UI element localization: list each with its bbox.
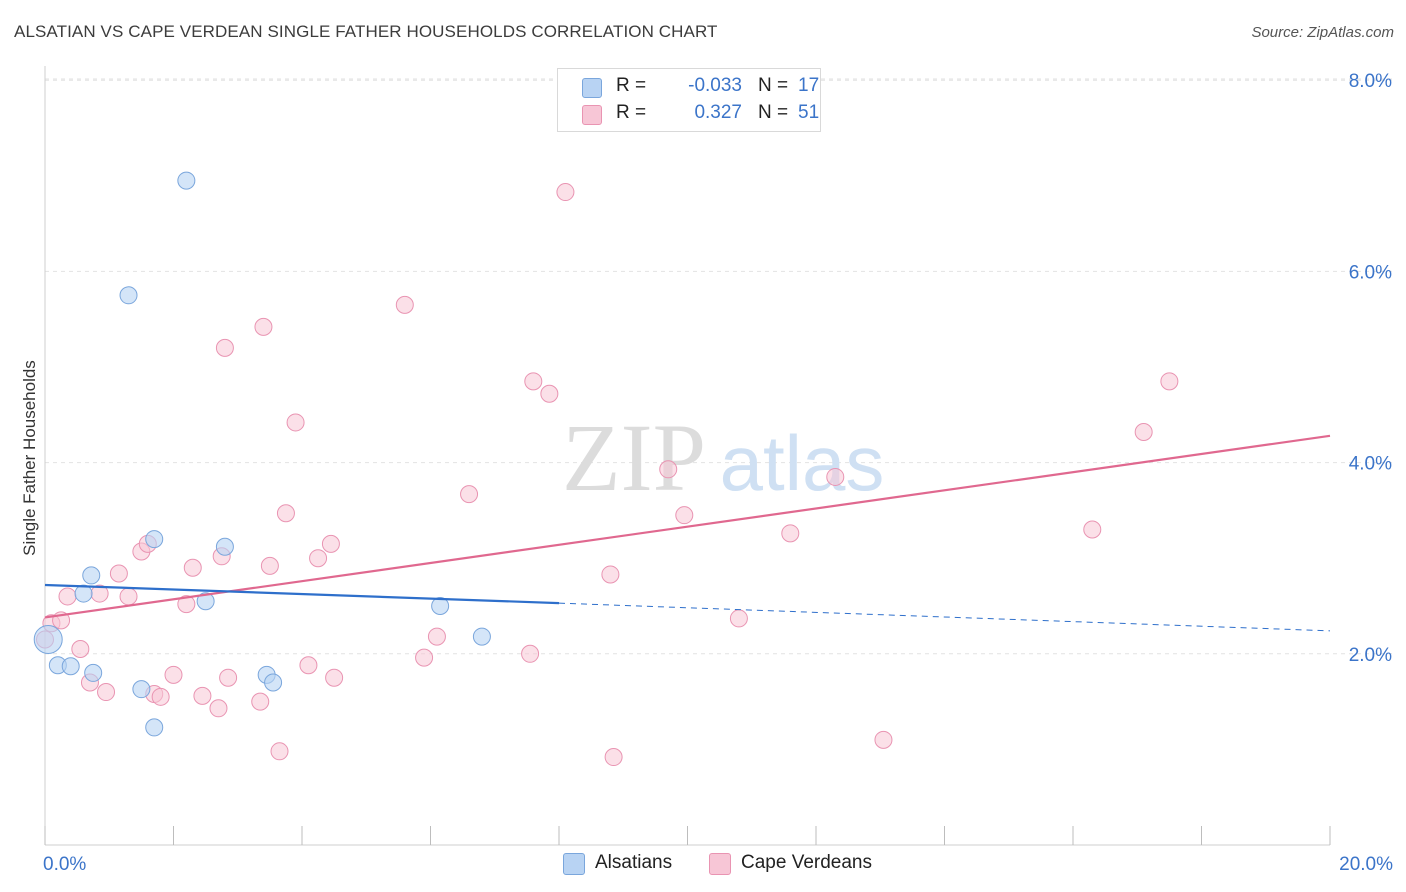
x-tick-label: 20.0%: [1339, 854, 1393, 875]
cape-verdean-point: [260, 556, 279, 575]
watermark: ZIP atlas: [562, 404, 884, 511]
cape-verdean-point: [781, 524, 800, 543]
cape-verdean-point: [675, 506, 694, 525]
cape-verdean-point: [556, 183, 575, 202]
chart-title: ALSATIAN VS CAPE VERDEAN SINGLE FATHER H…: [14, 22, 718, 41]
cape-verdean-point: [1083, 520, 1102, 539]
cape-verdean-point: [71, 640, 90, 659]
cape-verdean-point: [109, 564, 128, 583]
alsatian-swatch: [582, 78, 602, 98]
alsatian-trend-extension: [558, 602, 1331, 632]
r-label: R =: [616, 102, 647, 123]
trend-lines: [44, 434, 1331, 632]
cape-verdean-swatch: [582, 105, 602, 125]
cape-verdean-point: [119, 587, 138, 606]
alsatian-points: [33, 171, 491, 737]
cape-verdean-point: [1160, 372, 1179, 391]
alsatian-point: [132, 680, 151, 699]
alsatian-trend-line: [44, 583, 560, 605]
alsatian-point: [196, 592, 215, 611]
y-tick-label: 8.0%: [1349, 71, 1392, 92]
n-label: N =: [758, 102, 789, 123]
cape-verdean-point: [58, 587, 77, 606]
y-tick-label: 2.0%: [1349, 645, 1392, 666]
alsatian-point: [61, 657, 80, 676]
cape-verdean-point: [659, 460, 678, 479]
cape-verdean-point: [97, 683, 116, 702]
cape-verdean-trend-line: [44, 434, 1331, 619]
alsatian-point: [33, 624, 63, 654]
cape-verdean-point: [540, 384, 559, 403]
cape-verdean-point: [193, 686, 212, 705]
cape-verdean-point: [151, 687, 170, 706]
alsatian-point: [472, 627, 491, 646]
cape-verdean-point: [524, 372, 543, 391]
cape-verdean-point: [601, 565, 620, 584]
cape-verdean-point: [1134, 423, 1153, 442]
cape-verdean-point: [521, 644, 540, 663]
cape-verdean-point: [321, 534, 340, 553]
cape-verdean-point: [460, 485, 479, 504]
source-label: Source: ZipAtlas.com: [1251, 24, 1394, 41]
cape-verdean-point: [299, 656, 318, 675]
correlation-legend: R = -0.033 N = 17 R = 0.327 N = 51: [557, 68, 821, 132]
cape-verdean-point: [604, 748, 623, 767]
cape-verdean-point: [395, 295, 414, 314]
cape-verdean-point: [415, 648, 434, 667]
axes: [44, 66, 1331, 846]
cape-verdean-point: [215, 338, 234, 357]
cape-verdean-point: [309, 549, 328, 568]
n-value: 51: [798, 102, 820, 123]
alsatian-point: [74, 584, 93, 603]
r-value: 0.327: [694, 102, 742, 123]
watermark-zip: ZIP: [562, 404, 706, 511]
legend-label: Alsatians: [595, 852, 673, 873]
cape-verdean-point: [826, 467, 845, 486]
alsatian-point: [431, 597, 450, 615]
cape-verdean-point: [177, 595, 196, 614]
tick-labels: 2.0% 4.0% 6.0% 8.0% 0.0% 20.0%: [43, 71, 1393, 875]
cape-verdean-point: [286, 413, 305, 432]
alsatian-point: [145, 530, 164, 549]
cape-verdean-point: [276, 504, 295, 523]
grid-lines: [45, 78, 1392, 655]
cape-verdean-point: [183, 558, 202, 577]
alsatian-swatch: [563, 853, 585, 875]
cape-verdean-point: [729, 609, 748, 628]
alsatian-point: [177, 171, 196, 190]
alsatian-point: [84, 663, 103, 682]
cape-verdean-swatch: [709, 853, 731, 875]
cape-verdean-point: [325, 668, 344, 687]
cape-verdean-point: [251, 692, 270, 711]
n-value: 17: [798, 75, 820, 96]
watermark-atlas: atlas: [720, 419, 885, 507]
cape-verdean-point: [254, 317, 273, 336]
alsatian-point: [215, 537, 234, 556]
alsatian-point: [82, 566, 101, 585]
y-tick-label: 6.0%: [1349, 262, 1392, 283]
y-tick-label: 4.0%: [1349, 454, 1392, 475]
cape-verdean-point: [219, 668, 238, 687]
legend-label: Cape Verdeans: [741, 852, 872, 873]
cape-verdean-point: [874, 730, 893, 749]
cape-verdean-point: [270, 742, 289, 761]
r-value: -0.033: [688, 75, 742, 96]
alsatian-point: [145, 718, 164, 737]
r-label: R =: [616, 75, 647, 96]
cape-verdean-point: [209, 699, 228, 718]
x-tick-label: 0.0%: [43, 854, 86, 875]
alsatian-point: [119, 286, 138, 305]
alsatian-point: [264, 673, 283, 692]
cape-verdean-point: [164, 665, 183, 684]
n-label: N =: [758, 75, 789, 96]
cape-verdean-point: [427, 627, 446, 646]
y-axis-label: Single Father Households: [20, 360, 39, 556]
